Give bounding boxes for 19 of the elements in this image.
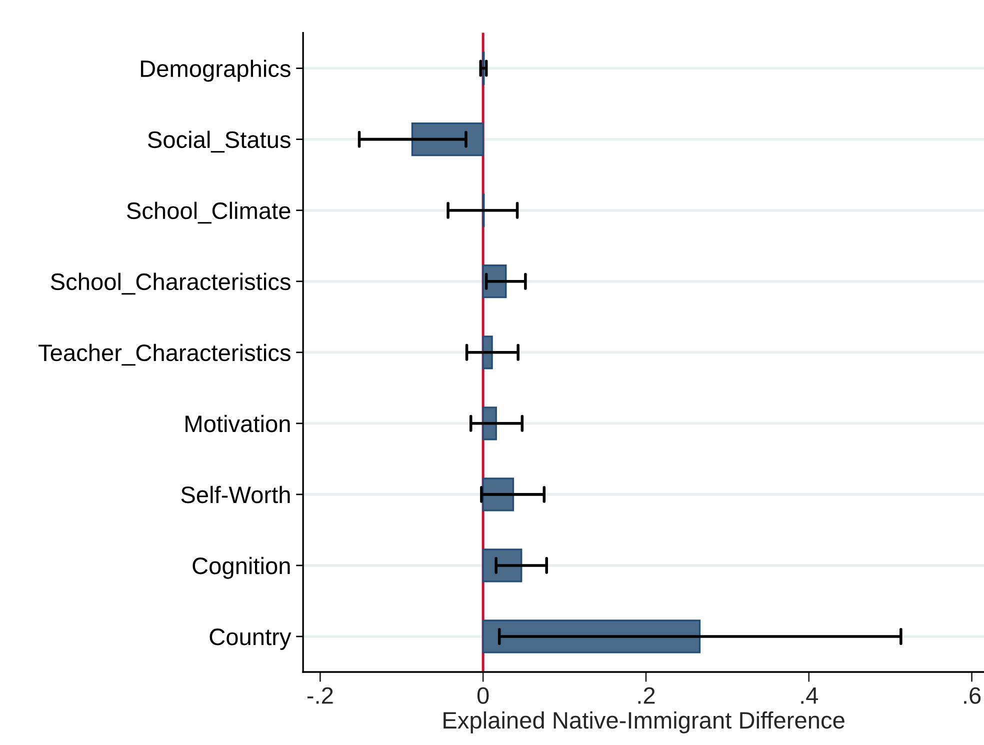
bar <box>482 478 514 512</box>
x-tick-label: .4 <box>801 687 818 704</box>
x-tick-label: .2 <box>638 687 655 704</box>
y-tick-label: Cognition <box>192 556 290 579</box>
y-tick-label: Demographics <box>140 60 290 82</box>
x-tick-label: .6 <box>964 687 981 704</box>
y-tick-label: School_Characteristics <box>50 272 290 295</box>
bar <box>482 620 701 654</box>
y-tick-label: Teacher_Characteristics <box>38 344 290 366</box>
bar <box>411 122 484 156</box>
x-axis-title: Explained Native-Immigrant Difference <box>444 711 844 734</box>
y-tick-label: Self-Worth <box>181 486 290 504</box>
bar <box>482 406 497 440</box>
y-tick-label: Motivation <box>186 414 290 432</box>
x-tick-label: 0 <box>477 687 489 704</box>
x-tick-label: -.2 <box>307 687 333 704</box>
y-tick-label: School_Climate <box>126 202 290 224</box>
y-tick-label: Social_Status <box>148 130 290 153</box>
y-tick-label: Country <box>210 628 292 650</box>
